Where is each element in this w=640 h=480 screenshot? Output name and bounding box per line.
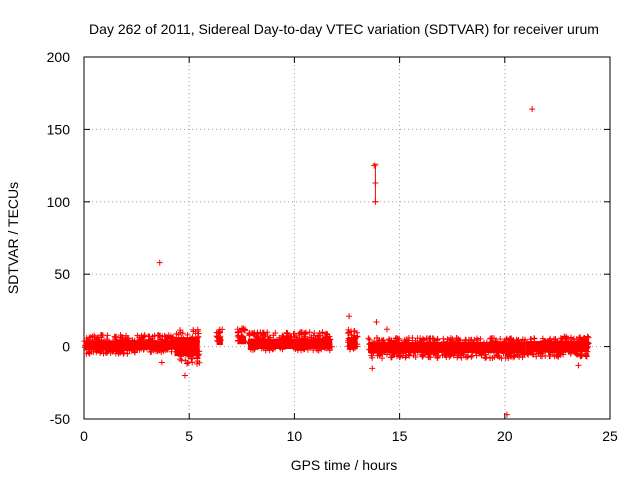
dense-band — [365, 334, 456, 362]
dense-band — [171, 326, 203, 367]
y-tick-label: -50 — [50, 411, 70, 427]
y-tick-label: 50 — [54, 266, 70, 282]
dense-band — [135, 332, 178, 356]
data-point — [529, 106, 536, 113]
x-tick-label: 0 — [80, 428, 88, 444]
band-markers — [171, 326, 203, 367]
dense-band — [245, 329, 335, 354]
x-tick-label: 20 — [497, 428, 513, 444]
band-markers — [245, 329, 335, 354]
data-point — [372, 198, 379, 205]
chart-title: Day 262 of 2011, Sidereal Day-to-day VTE… — [89, 21, 599, 37]
x-tick-label: 25 — [602, 428, 618, 444]
data-point — [158, 359, 165, 366]
band-markers — [81, 332, 142, 357]
dense-band — [344, 326, 361, 353]
data-point — [503, 411, 510, 418]
y-tick-label: 100 — [47, 194, 71, 210]
data-points — [81, 106, 592, 418]
x-axis-label: GPS time / hours — [291, 457, 398, 473]
dense-band — [81, 332, 142, 357]
dense-band — [449, 335, 529, 362]
data-point — [346, 313, 353, 320]
band-markers — [523, 333, 592, 360]
x-tick-label: 5 — [185, 428, 193, 444]
data-point — [369, 365, 376, 372]
dense-band — [523, 333, 592, 360]
x-tick-label: 10 — [287, 428, 303, 444]
data-point — [372, 179, 379, 186]
dense-band — [213, 326, 226, 346]
band-markers — [365, 334, 456, 362]
band-markers — [213, 326, 226, 346]
y-axis-label: SDTVAR / TECUs — [5, 182, 21, 294]
axis-ticks: 0 5 10 15 20 25 -50 0 50 100 150 200 — [47, 49, 618, 444]
data-point — [575, 362, 582, 369]
grid — [84, 57, 610, 419]
data-point — [181, 372, 188, 379]
band-markers — [234, 325, 249, 345]
dense-band — [234, 325, 249, 345]
band-core — [347, 337, 358, 349]
band-markers — [449, 335, 529, 362]
data-point — [383, 326, 390, 333]
data-point — [156, 259, 163, 266]
data-point — [371, 162, 378, 169]
y-tick-label: 150 — [47, 121, 71, 137]
plot-frame — [83, 56, 611, 420]
y-tick-label: 200 — [47, 49, 71, 65]
band-markers — [135, 332, 178, 356]
x-tick-label: 15 — [392, 428, 408, 444]
y-tick-label: 0 — [62, 339, 70, 355]
data-point — [373, 318, 380, 325]
band-markers — [344, 326, 361, 353]
